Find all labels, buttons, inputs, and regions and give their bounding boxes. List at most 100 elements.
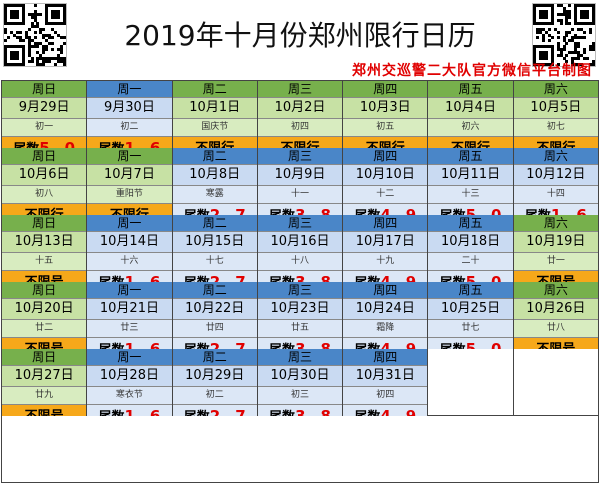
lunar-date-label: 寒露 (172, 185, 257, 203)
date-label: 10月9日 (257, 164, 343, 185)
lunar-date-label: 十五 (2, 252, 87, 270)
calendar-day-cell: 周日10月27日廿九不限号 (2, 349, 87, 424)
calendar-day-cell: 周六10月5日初七不限行 (513, 81, 598, 156)
lunar-date-label: 初二 (87, 118, 172, 136)
lunar-date-label: 初五 (343, 118, 428, 136)
weekday-label: 周四 (343, 215, 428, 231)
date-label: 10月16日 (257, 231, 343, 252)
lunar-date-label: 廿七 (428, 319, 513, 337)
date-label: 10月4日 (428, 97, 513, 118)
weekday-label: 周二 (172, 349, 257, 365)
lunar-date-label: 重阳节 (87, 185, 172, 203)
calendar-day-cell: 周三10月16日十八尾数3、8 (257, 215, 343, 292)
weekday-label: 周一 (87, 81, 172, 97)
weekday-label: 周日 (2, 282, 87, 298)
lunar-date-label: 廿八 (513, 319, 598, 337)
date-label: 10月26日 (513, 298, 598, 319)
lunar-date-label: 廿五 (257, 319, 343, 337)
weekday-label: 周四 (343, 81, 428, 97)
weekday-label: 周五 (428, 81, 513, 97)
weekday-label: 周四 (343, 349, 428, 365)
date-label: 10月24日 (343, 298, 428, 319)
weekday-label: 周五 (428, 282, 513, 298)
date-label: 10月28日 (87, 365, 172, 386)
date-label: 10月29日 (172, 365, 257, 386)
empty-row (2, 416, 598, 482)
lunar-date-label: 廿二 (2, 319, 87, 337)
lunar-date-label: 十三 (428, 185, 513, 203)
date-label: 10月22日 (172, 298, 257, 319)
calendar-day-cell: 周五10月4日初六不限行 (428, 81, 513, 156)
weekday-label: 周四 (343, 148, 428, 164)
weekday-label: 周一 (87, 148, 172, 164)
calendar-day-cell: 周二10月22日廿四尾数2、7 (172, 282, 257, 359)
weekday-label: 周三 (257, 81, 343, 97)
lunar-date-label: 十二 (343, 185, 428, 203)
lunar-date-label: 霜降 (343, 319, 428, 337)
calendar-day-cell: 周日10月6日初八不限行 (2, 148, 87, 223)
date-label: 10月18日 (428, 231, 513, 252)
date-label: 10月17日 (343, 231, 428, 252)
source-credit: 郑州交巡警二大队官方微信平台制图 (352, 63, 592, 79)
calendar-day-cell: 周二10月1日国庆节不限行 (172, 81, 257, 156)
calendar-day-cell: 周三10月2日初四不限行 (257, 81, 343, 156)
lunar-date-label: 十七 (172, 252, 257, 270)
date-label: 10月8日 (172, 164, 257, 185)
calendar-day-cell: 周五10月11日十三尾数5、0 (428, 148, 513, 225)
date-label: 10月6日 (2, 164, 87, 185)
date-label: 10月1日 (172, 97, 257, 118)
date-label: 10月27日 (2, 365, 87, 386)
lunar-date-label: 初三 (257, 386, 343, 404)
calendar-day-cell: 周六10月26日廿八不限号 (513, 282, 598, 357)
date-label: 9月30日 (87, 97, 172, 118)
calendar-day-cell: 周一10月21日廿三尾数1、6 (87, 282, 172, 359)
date-label: 10月11日 (428, 164, 513, 185)
calendar-day-cell: 周四10月3日初五不限行 (343, 81, 428, 156)
date-label: 9月29日 (2, 97, 87, 118)
calendar-day-cell: 周四10月24日霜降尾数4、9 (343, 282, 428, 359)
weekday-label: 周三 (257, 282, 343, 298)
calendar-day-cell: 周一10月28日寒衣节尾数1、6 (87, 349, 172, 426)
weekday-label: 周三 (257, 349, 343, 365)
calendar-day-cell: 周六10月19日廿一不限号 (513, 215, 598, 290)
weekday-label: 周六 (513, 215, 598, 231)
calendar-day-cell: 周五10月25日廿七尾数5、0 (428, 282, 513, 359)
date-label: 10月13日 (2, 231, 87, 252)
lunar-date-label: 廿九 (2, 386, 87, 404)
date-label: 10月15日 (172, 231, 257, 252)
weekday-label: 周一 (87, 215, 172, 231)
calendar-day-cell: 周六10月12日十四尾数1、6 (513, 148, 598, 225)
calendar-day-cell: 周一9月30日初二尾数1、6 (87, 81, 172, 158)
lunar-date-label: 十四 (513, 185, 598, 203)
calendar-day-cell: 周三10月30日初三尾数3、8 (257, 349, 343, 426)
weekday-label: 周六 (513, 282, 598, 298)
lunar-date-label: 十九 (343, 252, 428, 270)
date-label: 10月3日 (343, 97, 428, 118)
date-label: 10月19日 (513, 231, 598, 252)
calendar-day-cell: 周三10月9日十一尾数3、8 (257, 148, 343, 225)
weekday-label: 周四 (343, 282, 428, 298)
weekday-label: 周一 (87, 349, 172, 365)
date-label: 10月25日 (428, 298, 513, 319)
calendar-day-cell: 周日10月20日廿二不限号 (2, 282, 87, 357)
lunar-date-label: 国庆节 (172, 118, 257, 136)
lunar-date-label: 初六 (428, 118, 513, 136)
qr-code-icon (3, 3, 67, 67)
calendar-day-cell: 周日10月13日十五不限号 (2, 215, 87, 290)
lunar-date-label: 十六 (87, 252, 172, 270)
lunar-date-label: 寒衣节 (87, 386, 172, 404)
date-label: 10月5日 (513, 97, 598, 118)
calendar-day-cell: 周五10月18日二十尾数5、0 (428, 215, 513, 292)
calendar-day-cell: 周四10月17日十九尾数4、9 (343, 215, 428, 292)
weekday-label: 周三 (257, 215, 343, 231)
lunar-date-label: 十一 (257, 185, 343, 203)
weekday-label: 周五 (428, 215, 513, 231)
lunar-date-label: 十八 (257, 252, 343, 270)
date-label: 10月7日 (87, 164, 172, 185)
weekday-label: 周日 (2, 148, 87, 164)
lunar-date-label: 二十 (428, 252, 513, 270)
lunar-date-label: 初一 (2, 118, 87, 136)
calendar-grid: 周日9月29日初一尾数5、0周一9月30日初二尾数1、6周二10月1日国庆节不限… (1, 80, 599, 483)
calendar-day-cell: 周日9月29日初一尾数5、0 (2, 81, 87, 158)
